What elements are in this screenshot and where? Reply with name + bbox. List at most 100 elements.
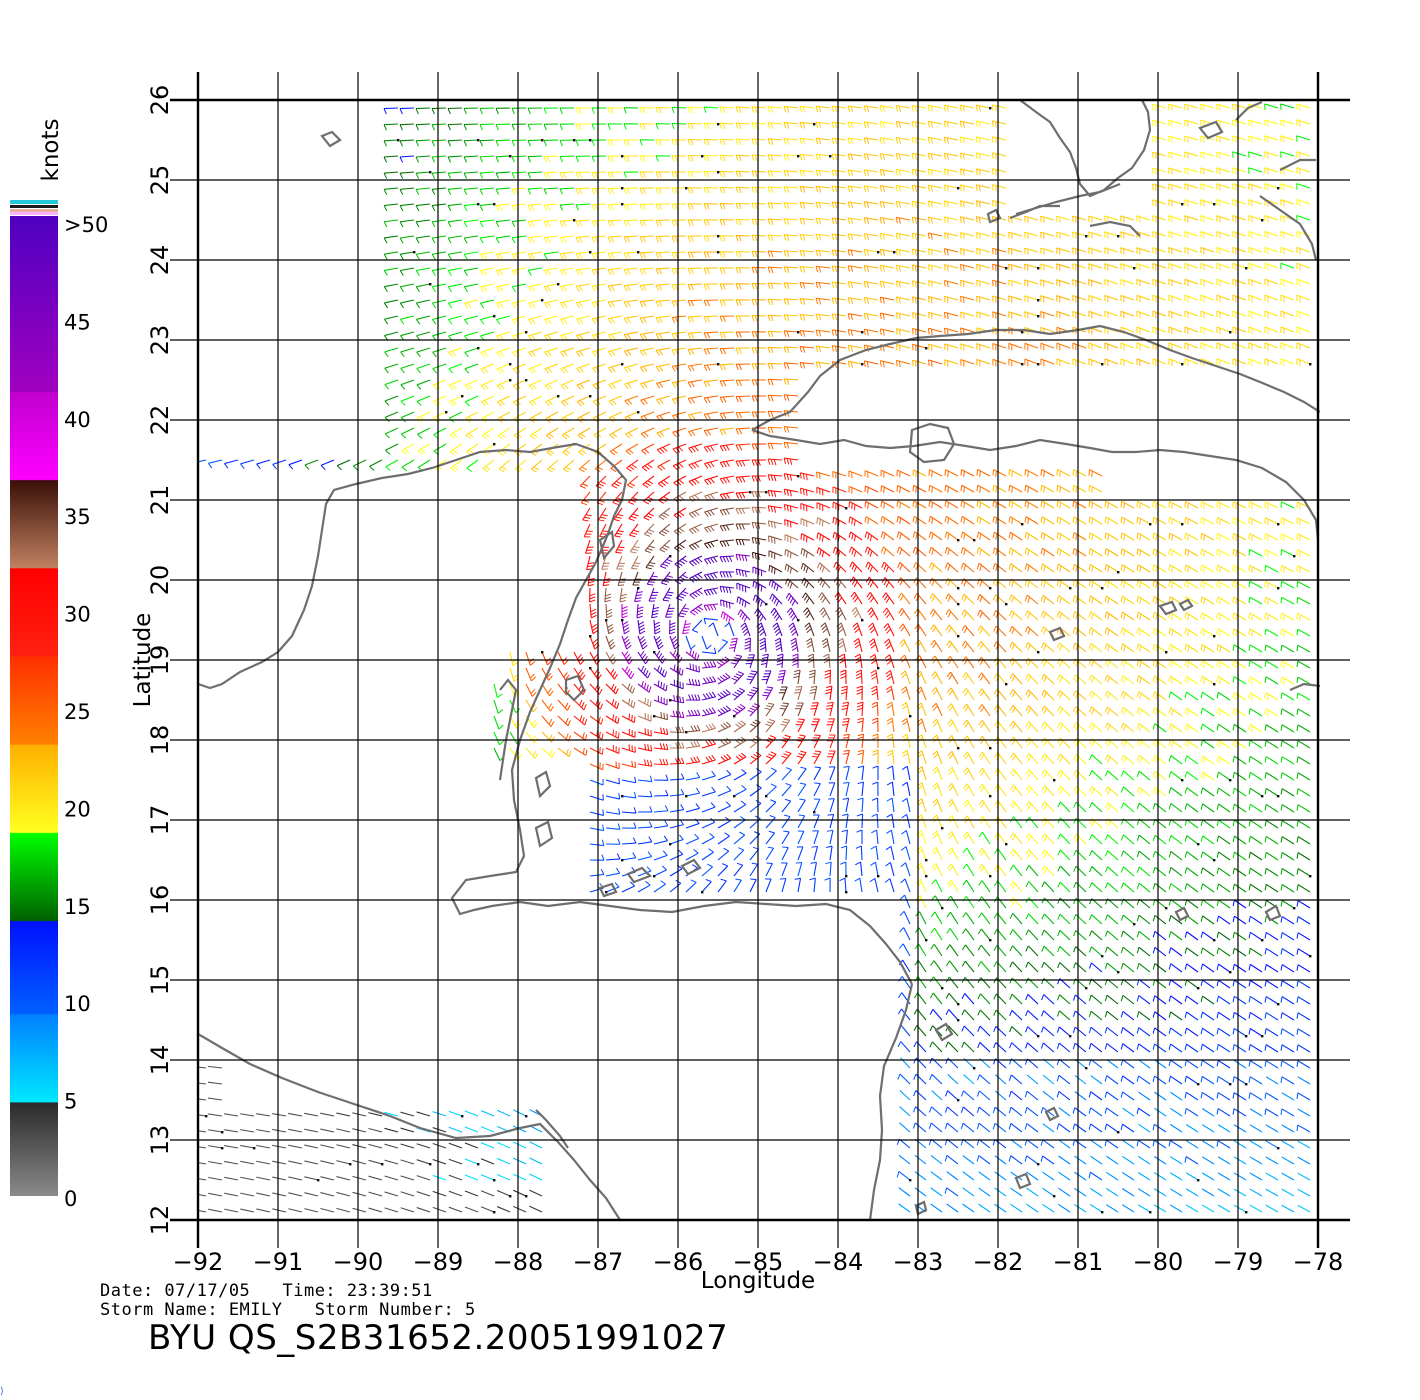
wind-barb-feather (1168, 533, 1171, 540)
wind-barb (288, 1144, 303, 1149)
wind-barb-feather (948, 785, 954, 791)
wind-barb (951, 751, 959, 765)
wind-barb (1233, 628, 1247, 637)
wind-barb-feather (1120, 517, 1123, 524)
wind-barb (1042, 1187, 1055, 1197)
wind-barb (1121, 548, 1135, 557)
wind-barb-feather (657, 641, 663, 647)
wind-barb (769, 564, 783, 573)
wind-barb-feather (897, 1008, 902, 1015)
wind-barb-feather (1073, 914, 1077, 921)
wind-barb-feather (854, 612, 859, 618)
wind-barb-feather (640, 665, 645, 672)
wind-barb-feather (1216, 580, 1219, 588)
wind-barb-feather (607, 624, 613, 629)
wind-barb-feather (1059, 708, 1063, 715)
wind-barb-feather (1072, 1026, 1076, 1033)
wind-barb (1073, 500, 1087, 509)
wind-barb-feather (625, 641, 631, 647)
wind-barb (717, 790, 732, 797)
wind-barb-feather (1296, 1092, 1299, 1099)
wind-barb-feather (901, 765, 908, 770)
wind-barb (1106, 595, 1119, 605)
wind-barb (621, 842, 637, 845)
wind-barb-feather (1043, 549, 1046, 556)
wind-barb (1249, 1092, 1263, 1101)
wind-barb-feather (1043, 851, 1048, 858)
wind-barb (586, 555, 591, 570)
wind-barb (1106, 674, 1119, 685)
wind-barb-feather (964, 770, 970, 776)
wind-barb-feather (1264, 1092, 1267, 1099)
wind-barb (1057, 532, 1071, 541)
wind-barb (589, 779, 604, 786)
wind-barb-feather (565, 733, 569, 740)
wind-barb (1265, 996, 1279, 1005)
wind-barb-feather (854, 653, 861, 658)
wind-barb-feather (961, 640, 966, 647)
wind-barb-feather (884, 625, 890, 631)
wind-barb (1010, 1139, 1023, 1149)
wind-barb-feather (961, 944, 966, 951)
wind-barb-feather (917, 753, 924, 758)
wind-barb-feather (781, 755, 788, 759)
wind-barb-feather (642, 667, 647, 674)
wind-barb-feather (688, 513, 694, 519)
wind-barb (1106, 706, 1119, 717)
wind-barb-feather (805, 536, 808, 543)
wind-barb (669, 793, 684, 797)
wind-barb-feather (750, 878, 757, 880)
wind-barb (493, 699, 499, 714)
wind-barb (557, 683, 567, 696)
wind-barb (945, 515, 959, 525)
wind-barb-feather (1104, 690, 1108, 697)
wind-barb (1042, 1090, 1055, 1101)
wind-barb (994, 547, 1007, 557)
wind-barb-feather (800, 533, 803, 540)
wind-barb (368, 1159, 383, 1165)
wind-barb-feather (1009, 993, 1013, 1000)
wind-barb-feather (626, 644, 632, 650)
wind-barb-feather (640, 639, 646, 644)
wind-barb-feather (1104, 946, 1108, 953)
wind-barb (1121, 1155, 1135, 1165)
wind-barb (1012, 896, 1023, 909)
wind-barb-feather (654, 630, 661, 635)
wind-barb-feather (754, 522, 758, 529)
wind-barb-feather (660, 565, 667, 569)
wind-barb (1059, 849, 1071, 861)
wind-barb-feather (899, 533, 902, 540)
wind-barb-feather (598, 716, 601, 723)
wind-barb (1297, 533, 1311, 541)
wind-barb (929, 469, 943, 477)
wind-barb (773, 607, 783, 621)
wind-barb (829, 750, 836, 765)
wind-barb-feather (725, 509, 730, 515)
wind-barb-feather (735, 508, 739, 515)
wind-barb-feather (1296, 996, 1299, 1003)
wind-barb-feather (1075, 534, 1078, 541)
wind-barb-feather (1041, 705, 1045, 712)
wind-barb-feather (740, 720, 746, 725)
wind-barb-feather (647, 672, 651, 679)
wind-barb-feather (1072, 532, 1075, 539)
wind-barb-feather (1171, 677, 1174, 684)
wind-barb-feather (978, 767, 983, 774)
wind-barb-feather (532, 706, 538, 713)
wind-barb (1074, 1123, 1087, 1133)
wind-barb-feather (852, 622, 858, 628)
wind-barb-feather (669, 628, 676, 632)
wind-barb (1217, 517, 1231, 525)
wind-barb-feather (726, 785, 732, 791)
wind-barb (733, 879, 742, 893)
wind-barb-feather (1203, 677, 1206, 684)
wind-barb (904, 670, 911, 685)
wind-barb-feather (1123, 693, 1126, 700)
wind-barb (1010, 1171, 1023, 1181)
wind-barb-feather (886, 628, 891, 634)
wind-barb-feather (885, 641, 891, 647)
wind-barb (496, 1190, 511, 1197)
wind-barb (1186, 867, 1199, 877)
wind-barb (845, 718, 850, 733)
wind-barb-feather (1139, 725, 1142, 732)
